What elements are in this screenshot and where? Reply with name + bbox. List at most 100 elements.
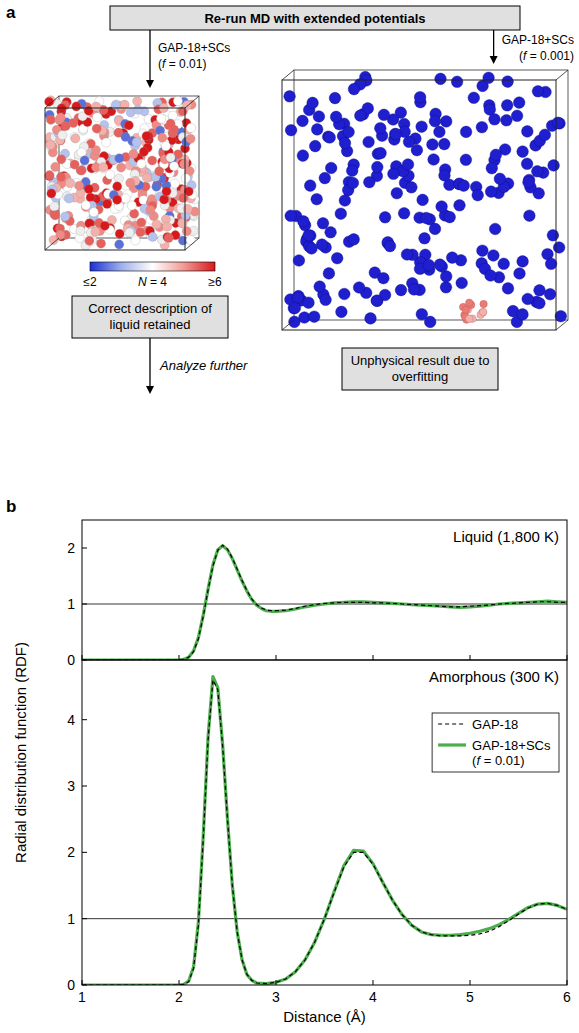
atom <box>125 228 134 237</box>
series-line <box>82 677 567 985</box>
arrow-head <box>146 80 154 88</box>
y-tick <box>82 918 87 919</box>
x-tick <box>82 655 83 660</box>
text-run: 2 <box>67 844 75 860</box>
text-run: GAP-18+SCs <box>158 41 230 55</box>
atom <box>289 302 301 314</box>
atom <box>335 208 347 220</box>
atom <box>544 288 556 300</box>
atom <box>398 208 410 220</box>
atom <box>372 161 384 173</box>
atom <box>56 230 65 239</box>
y-tick <box>82 548 87 549</box>
atom <box>414 91 426 103</box>
atom <box>379 212 391 224</box>
y-tick <box>82 852 87 853</box>
atom <box>115 229 124 238</box>
text-run: GAP-18+SCs <box>502 33 574 47</box>
atom <box>444 211 456 223</box>
branch-f: (f = 0.001) <box>519 49 574 63</box>
x-tick-label: 2 <box>175 989 183 1005</box>
atom <box>555 310 567 322</box>
atom <box>92 124 101 133</box>
x-tick <box>373 655 374 660</box>
box-edge <box>282 320 294 330</box>
x-tick-label: 1 <box>78 989 86 1005</box>
atom <box>96 239 105 248</box>
series-line <box>82 546 567 660</box>
atom <box>51 162 60 171</box>
atom <box>494 173 506 185</box>
atom <box>472 189 484 201</box>
y-tick <box>82 786 87 787</box>
atom <box>490 149 502 161</box>
atom <box>365 313 377 325</box>
atom <box>132 138 141 147</box>
atom <box>297 150 309 162</box>
atom <box>435 73 447 85</box>
x-tick-label: 4 <box>369 989 377 1005</box>
atom <box>348 83 360 95</box>
atom <box>117 163 126 172</box>
x-tick <box>470 980 471 985</box>
atom <box>81 201 90 210</box>
atom <box>106 170 115 179</box>
y-tick-label: 2 <box>67 844 75 860</box>
atom <box>72 102 81 111</box>
atom <box>534 285 546 297</box>
atom <box>304 180 316 192</box>
atom <box>57 155 66 164</box>
arrow-shaft <box>149 30 150 82</box>
atom <box>325 162 337 174</box>
box-edge <box>556 70 568 80</box>
atom <box>180 159 189 168</box>
box-edge <box>282 70 294 80</box>
text-run: = 4 <box>147 275 168 289</box>
atom <box>521 158 533 170</box>
atom <box>314 281 326 293</box>
atom <box>483 72 495 84</box>
atom <box>548 160 560 172</box>
atom <box>152 220 161 229</box>
text-run: 5 <box>466 989 474 1005</box>
text-run: a <box>6 3 16 22</box>
atom <box>161 142 170 151</box>
atom <box>439 170 451 182</box>
atom <box>170 179 179 188</box>
x-tick-label: 3 <box>272 989 280 1005</box>
atom <box>311 124 323 136</box>
text-run: 2 <box>67 540 75 556</box>
atom <box>47 189 56 198</box>
atom <box>303 297 315 309</box>
atom <box>316 239 328 251</box>
y-tick <box>82 985 87 986</box>
atom <box>389 128 401 140</box>
box-edge <box>185 238 199 250</box>
atom <box>102 138 111 147</box>
atom <box>489 223 501 235</box>
atom <box>378 272 390 284</box>
atom <box>451 76 463 88</box>
atom <box>148 156 157 165</box>
next-step: Analyze further <box>159 358 248 373</box>
atom <box>142 132 151 141</box>
atom <box>466 315 474 323</box>
atom <box>514 268 526 280</box>
caption: Unphysical result due tooverfitting <box>351 353 490 384</box>
atom <box>92 102 101 111</box>
atom <box>298 216 310 228</box>
text-run: 2 <box>175 989 183 1005</box>
atom <box>553 242 565 254</box>
atom <box>460 154 472 166</box>
atom <box>446 252 458 264</box>
atom <box>401 249 413 261</box>
atom <box>126 178 135 187</box>
atom <box>502 283 514 295</box>
x-tick <box>567 980 568 985</box>
atom <box>115 154 124 163</box>
atom <box>65 179 74 188</box>
text-run: = 0.001) <box>526 49 574 63</box>
atom <box>384 240 396 252</box>
atom <box>524 210 536 222</box>
x-tick <box>567 655 568 660</box>
